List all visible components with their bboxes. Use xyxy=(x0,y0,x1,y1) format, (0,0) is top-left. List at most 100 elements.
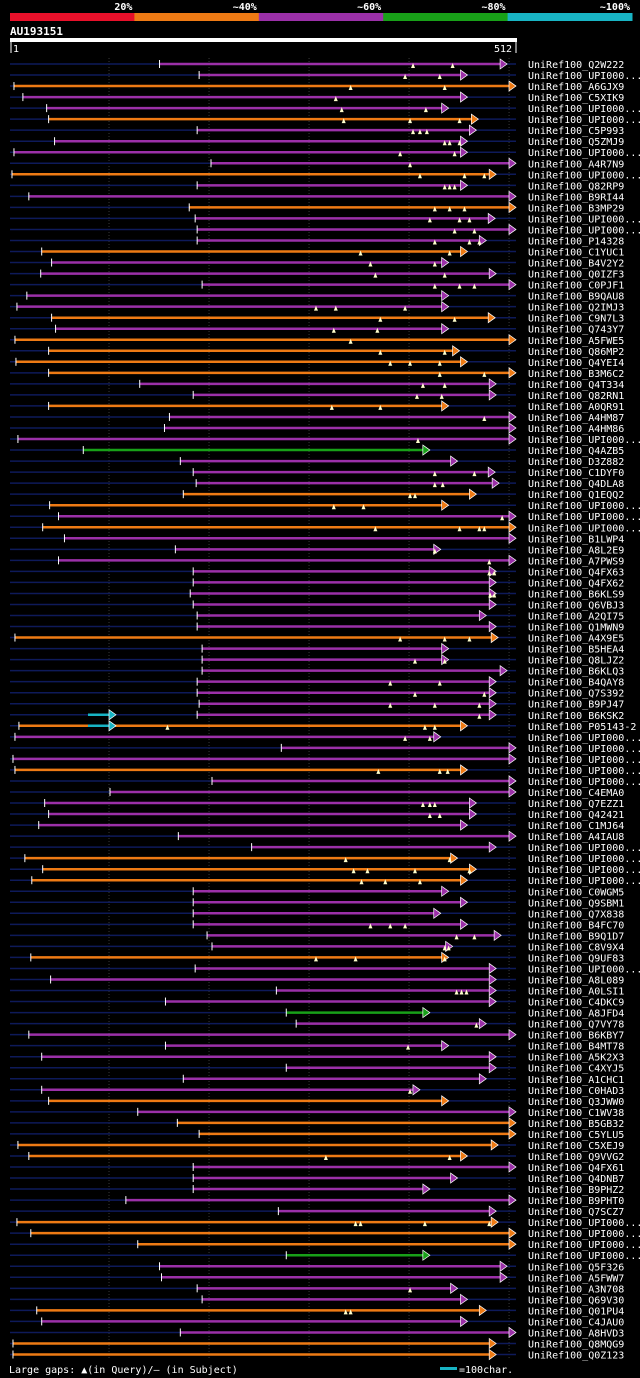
hit-label[interactable]: UniRef100_Q4DNB7 xyxy=(528,1174,624,1185)
hit-row[interactable]: UniRef100_B1LWP4 xyxy=(10,532,624,545)
hit-label[interactable]: UniRef100_UPI000... xyxy=(528,148,640,159)
hit-label[interactable]: UniRef100_P14328 xyxy=(528,236,624,247)
hit-label[interactable]: UniRef100_UPI000... xyxy=(528,744,640,755)
hit-row[interactable]: UniRef100_Q82RP9 xyxy=(10,179,624,192)
hit-label[interactable]: UniRef100_B9QAU8 xyxy=(528,292,624,303)
hit-row[interactable]: UniRef100_C5XEJ9 xyxy=(10,1139,624,1152)
hit-row[interactable]: UniRef100_UPI000... xyxy=(10,874,640,887)
hit-label[interactable]: UniRef100_C1WV38 xyxy=(528,1108,624,1119)
hit-row[interactable]: UniRef100_Q7X838 xyxy=(10,907,624,920)
hit-label[interactable]: UniRef100_B1LWP4 xyxy=(528,534,624,545)
hit-row[interactable]: UniRef100_Q4T334 xyxy=(10,378,624,391)
hit-row[interactable]: UniRef100_Q01PU4 xyxy=(10,1304,624,1317)
hit-label[interactable]: UniRef100_Q5F326 xyxy=(528,1262,624,1273)
hit-row[interactable]: UniRef100_Q3JWW0 xyxy=(10,1095,624,1108)
hit-label[interactable]: UniRef100_B6KBY7 xyxy=(528,1031,624,1042)
hit-label[interactable]: UniRef100_A8JFD4 xyxy=(528,1009,624,1020)
hit-label[interactable]: UniRef100_B9Q1D7 xyxy=(528,931,624,942)
hit-row[interactable]: UniRef100_B6KBY7 xyxy=(10,1028,624,1042)
hit-row[interactable]: UniRef100_A8L2E9 xyxy=(10,543,624,556)
hit-row[interactable]: UniRef100_A4HM86 xyxy=(10,422,624,435)
hit-label[interactable]: UniRef100_C0PJF1 xyxy=(528,281,624,292)
hit-label[interactable]: UniRef100_A6GJX9 xyxy=(528,82,624,93)
hit-row[interactable]: UniRef100_C0WGM5 xyxy=(10,885,624,898)
hit-label[interactable]: UniRef100_C5YLU5 xyxy=(528,1130,624,1141)
hit-row[interactable]: UniRef100_Q4DLA8 xyxy=(10,477,624,490)
hit-row[interactable]: UniRef100_B3MP29 xyxy=(10,201,624,214)
hit-label[interactable]: UniRef100_Q1EQQ2 xyxy=(528,490,624,501)
hit-label[interactable]: UniRef100_A5FWW7 xyxy=(528,1273,624,1284)
hit-row[interactable]: UniRef100_UPI000... xyxy=(10,113,640,126)
hit-row[interactable]: UniRef100_UPI000... xyxy=(10,764,640,777)
hit-label[interactable]: UniRef100_Q4FX61 xyxy=(528,1163,624,1174)
hit-label[interactable]: UniRef100_B9RI44 xyxy=(528,192,624,203)
hit-row[interactable]: UniRef100_Q1MWN9 xyxy=(10,620,624,634)
hit-row[interactable]: UniRef100_B3M6C2 xyxy=(10,367,624,380)
hit-label[interactable]: UniRef100_UPI000... xyxy=(528,854,640,865)
hit-label[interactable]: UniRef100_Q4T334 xyxy=(528,380,624,391)
hit-row[interactable]: UniRef100_C0HAD3 xyxy=(10,1084,624,1097)
hit-label[interactable]: UniRef100_UPI000... xyxy=(528,214,640,225)
hit-row[interactable]: UniRef100_Q8MQG9 xyxy=(10,1337,624,1350)
hit-label[interactable]: UniRef100_B4FC70 xyxy=(528,920,624,931)
hit-label[interactable]: UniRef100_C4XYJ5 xyxy=(528,1064,624,1075)
hit-label[interactable]: UniRef100_A8HVD3 xyxy=(528,1328,624,1339)
hit-row[interactable]: UniRef100_Q1EQQ2 xyxy=(10,488,624,501)
hit-row[interactable]: UniRef100_Q0IZF3 xyxy=(10,267,624,281)
hit-label[interactable]: UniRef100_UPI000... xyxy=(528,1251,640,1262)
hit-label[interactable]: UniRef100_UPI000... xyxy=(528,766,640,777)
hit-row[interactable]: UniRef100_C0PJF1 xyxy=(10,278,624,292)
hit-row[interactable]: UniRef100_B9PHT0 xyxy=(10,1194,624,1207)
hit-row[interactable]: UniRef100_Q5ZMJ9 xyxy=(10,135,624,148)
hit-label[interactable]: UniRef100_B4QAY8 xyxy=(528,678,624,689)
hit-row[interactable]: UniRef100_A3N708 xyxy=(10,1282,624,1295)
hit-row[interactable]: UniRef100_C1WV38 xyxy=(10,1106,624,1119)
hit-row[interactable]: UniRef100_Q0Z123 xyxy=(10,1348,624,1362)
hit-label[interactable]: UniRef100_Q0Z123 xyxy=(528,1351,624,1362)
hit-label[interactable]: UniRef100_A8L089 xyxy=(528,975,624,986)
hit-label[interactable]: UniRef100_UPI000... xyxy=(528,523,640,534)
hit-label[interactable]: UniRef100_C1MJ64 xyxy=(528,821,624,832)
hit-row[interactable]: UniRef100_UPI000... xyxy=(10,223,640,236)
hit-row[interactable]: UniRef100_UPI000... xyxy=(10,742,640,755)
hit-label[interactable]: UniRef100_UPI000... xyxy=(528,1218,640,1229)
hit-row[interactable]: UniRef100_A8JFD4 xyxy=(10,1006,624,1020)
hit-label[interactable]: UniRef100_B6KSK2 xyxy=(528,711,624,722)
hit-label[interactable]: UniRef100_Q8MQG9 xyxy=(528,1339,624,1350)
hit-row[interactable]: UniRef100_C4EMA0 xyxy=(10,786,624,799)
hit-row[interactable]: UniRef100_C1DYF0 xyxy=(10,466,624,479)
hit-row[interactable]: UniRef100_UPI000... xyxy=(10,69,640,82)
hit-label[interactable]: UniRef100_C1DYF0 xyxy=(528,468,624,479)
hit-row[interactable]: UniRef100_UPI000... xyxy=(10,962,640,975)
hit-label[interactable]: UniRef100_A1CHC1 xyxy=(528,1075,624,1086)
hit-row[interactable]: UniRef100_Q9VVG2 xyxy=(10,1150,624,1163)
hit-label[interactable]: UniRef100_Q0IZF3 xyxy=(528,270,624,281)
hit-label[interactable]: UniRef100_UPI000... xyxy=(528,170,640,181)
hit-row[interactable]: UniRef100_B5GB32 xyxy=(10,1117,624,1130)
hit-label[interactable]: UniRef100_Q8LJZ2 xyxy=(528,656,624,667)
hit-row[interactable]: UniRef100_UPI000... xyxy=(10,1238,640,1251)
hit-row[interactable]: UniRef100_B4MT78 xyxy=(10,1039,624,1053)
hit-label[interactable]: UniRef100_A4X9E5 xyxy=(528,634,624,645)
hit-label[interactable]: UniRef100_B9PHT0 xyxy=(528,1196,624,1207)
hit-label[interactable]: UniRef100_B4MT78 xyxy=(528,1042,624,1053)
hit-label[interactable]: UniRef100_Q82RP9 xyxy=(528,181,624,192)
hit-label[interactable]: UniRef100_Q4FX62 xyxy=(528,578,624,589)
hit-row[interactable]: UniRef100_Q9UF83 xyxy=(10,951,624,964)
hit-row[interactable]: UniRef100_A6GJX9 xyxy=(10,80,624,93)
hit-row[interactable]: UniRef100_Q743Y7 xyxy=(10,323,624,336)
hit-label[interactable]: UniRef100_Q4FX63 xyxy=(528,567,624,578)
hit-row[interactable]: UniRef100_Q7EZZ1 xyxy=(10,797,624,810)
hit-label[interactable]: UniRef100_Q9UF83 xyxy=(528,953,624,964)
hit-row[interactable]: UniRef100_B9PJ47 xyxy=(10,698,624,711)
hit-label[interactable]: UniRef100_UPI000... xyxy=(528,435,640,446)
hit-label[interactable]: UniRef100_A4HM87 xyxy=(528,413,624,424)
hit-label[interactable]: UniRef100_C0HAD3 xyxy=(528,1086,624,1097)
hit-row[interactable]: UniRef100_UPI000... xyxy=(10,499,640,512)
hit-label[interactable]: UniRef100_C0WGM5 xyxy=(528,887,624,898)
hit-row[interactable]: UniRef100_Q4FX63 xyxy=(10,565,624,578)
hit-row[interactable]: UniRef100_B4QAY8 xyxy=(10,675,624,689)
hit-label[interactable]: UniRef100_C5XIK9 xyxy=(528,93,624,104)
hit-row[interactable]: UniRef100_Q4FX61 xyxy=(10,1161,624,1174)
hit-label[interactable]: UniRef100_A0LSI1 xyxy=(528,987,624,998)
